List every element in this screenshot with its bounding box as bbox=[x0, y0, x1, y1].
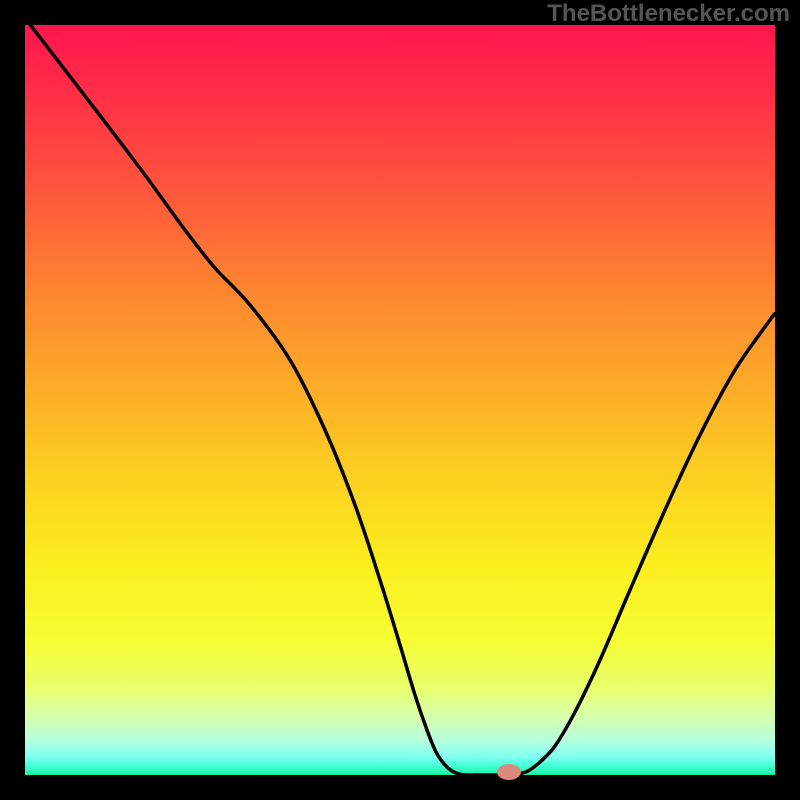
chart-container: TheBottlenecker.com bbox=[0, 0, 800, 800]
gradient-plot-area bbox=[25, 25, 775, 775]
chart-svg bbox=[0, 0, 800, 800]
watermark-text: TheBottlenecker.com bbox=[547, 0, 790, 28]
optimal-point-marker bbox=[497, 764, 521, 780]
